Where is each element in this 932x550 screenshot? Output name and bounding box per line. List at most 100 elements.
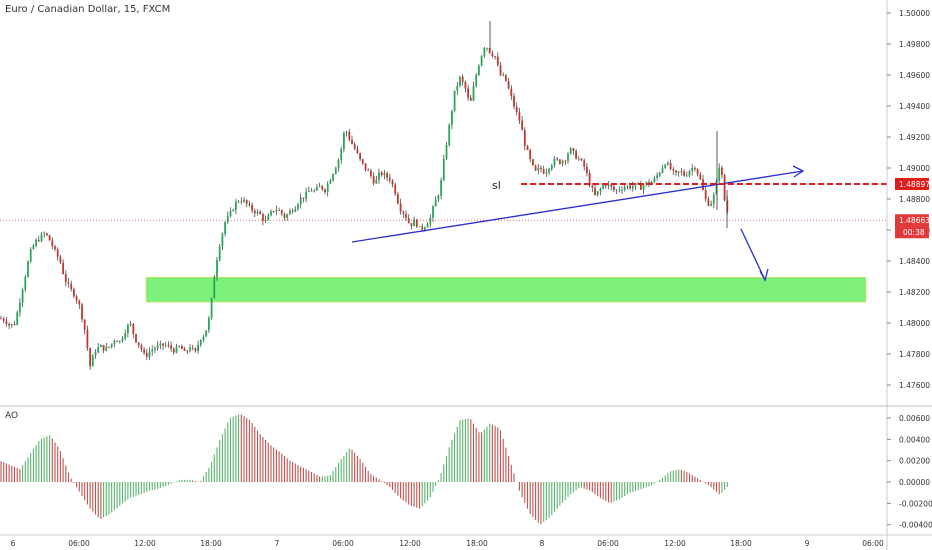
candle-body: [553, 158, 556, 166]
candle-body: [59, 256, 62, 263]
candle-body: [221, 233, 224, 247]
candle-body: [278, 209, 280, 211]
candle-body: [291, 210, 294, 212]
candle-body: [54, 246, 56, 250]
candle-body: [715, 180, 718, 195]
candle-body: [672, 169, 675, 171]
candle-body: [607, 184, 610, 186]
candle-body: [375, 179, 378, 184]
candle-body: [294, 208, 297, 212]
ao-y-tick-label: 0.00200: [899, 457, 930, 466]
candle-body: [37, 239, 40, 242]
y-tick-label: 1.49800: [899, 40, 930, 49]
candle-body: [496, 56, 499, 65]
candle-body: [32, 245, 35, 250]
candle-body: [434, 199, 437, 207]
x-tick-label: 6: [11, 539, 16, 548]
candle-body: [569, 148, 572, 154]
candle-body: [602, 185, 604, 189]
candle-body: [191, 347, 194, 349]
candle-body: [661, 167, 664, 173]
candle-body: [626, 185, 629, 188]
candle-body: [688, 170, 691, 176]
candle-body: [572, 148, 575, 152]
candle-body: [275, 209, 278, 212]
x-tick-label: 06:00: [68, 539, 90, 548]
candle-body: [8, 323, 10, 326]
candle-body: [540, 167, 542, 170]
sl-price-tag: [895, 177, 929, 190]
last-price-tag-label: 1.48663: [899, 216, 930, 225]
candle-body: [599, 188, 602, 192]
candle-body: [13, 324, 16, 325]
candle-body: [429, 217, 432, 225]
candle-body: [83, 319, 86, 330]
candle-body: [256, 211, 259, 214]
y-tick-label: 1.48800: [899, 195, 930, 204]
candle-body: [286, 214, 289, 219]
candle-body: [175, 346, 178, 353]
x-tick-label: 7: [275, 539, 280, 548]
candle-body: [313, 190, 316, 192]
candle-body: [208, 318, 210, 331]
x-tick-label: 06:00: [332, 539, 354, 548]
candle-body: [645, 182, 648, 185]
candle-body: [2, 318, 5, 321]
candle-body: [494, 56, 496, 57]
candle-body: [205, 330, 208, 337]
candle-body: [594, 187, 596, 195]
candle-body: [718, 167, 721, 181]
candle-body: [488, 47, 491, 54]
candle-body: [405, 213, 407, 219]
candle-body: [486, 47, 488, 49]
candle-body: [397, 194, 399, 204]
candle-body: [297, 204, 299, 209]
candle-body: [305, 191, 307, 199]
x-tick-label: 12:00: [134, 539, 156, 548]
candle-body: [267, 215, 270, 220]
candle-body: [640, 184, 642, 190]
candle-body: [102, 345, 105, 351]
candle-body: [127, 324, 129, 334]
candle-body: [367, 169, 370, 171]
x-tick-label: 06:00: [597, 539, 619, 548]
y-tick-label: 1.50000: [899, 9, 930, 18]
candle-body: [307, 190, 310, 192]
candle-body: [564, 160, 567, 162]
candle-body: [586, 166, 588, 174]
candle-body: [456, 85, 459, 91]
candle-body: [194, 348, 197, 351]
candle-body: [364, 163, 367, 170]
candle-body: [629, 185, 631, 189]
sl-annotation: sl: [492, 179, 501, 192]
candle-body: [113, 340, 116, 344]
candle-body: [502, 74, 505, 76]
candle-body: [383, 173, 386, 176]
sl-price-tag-label: 1.48897: [899, 180, 930, 189]
candle-body: [318, 185, 321, 188]
candle-body: [226, 215, 229, 223]
candle-body: [453, 90, 456, 112]
candle-body: [580, 158, 583, 161]
candle-body: [388, 177, 391, 181]
candle-body: [548, 168, 550, 173]
candle-body: [577, 158, 580, 160]
candle-body: [658, 172, 661, 176]
y-tick-label: 1.47600: [899, 381, 930, 390]
candle-body: [596, 191, 599, 195]
candle-body: [467, 88, 469, 98]
candle-body: [186, 350, 189, 352]
candle-body: [272, 211, 275, 212]
candle-body: [442, 158, 445, 181]
candle-body: [21, 289, 24, 303]
candle-body: [691, 168, 694, 171]
candle-body: [27, 261, 29, 277]
candle-body: [213, 276, 216, 299]
candle-body: [334, 168, 337, 175]
candle-body: [40, 234, 43, 242]
candle-body: [229, 210, 232, 216]
chart-title: Euro / Canadian Dollar, 15, FXCM: [5, 4, 171, 15]
candle-body: [534, 165, 537, 171]
candle-body: [723, 174, 726, 201]
